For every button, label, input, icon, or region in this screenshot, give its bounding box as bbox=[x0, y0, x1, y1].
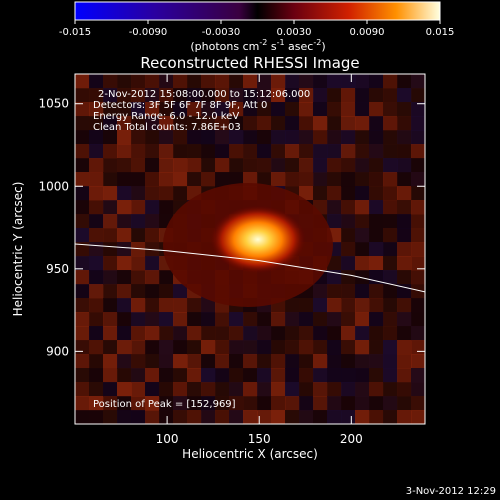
flare-source bbox=[209, 205, 306, 274]
axis-ticks: 100 150 200 900 950 1000 1050 bbox=[38, 74, 425, 446]
peak-position-label: Position of Peak = [152,969] bbox=[93, 399, 236, 410]
chart-title: Reconstructed RHESSI Image bbox=[140, 54, 359, 72]
annotation-detectors: Detectors: 3F 5F 6F 7F 8F 9F, Att 0 bbox=[93, 100, 267, 111]
colorbar-ticks: -0.015 -0.0090 -0.0030 0.0030 0.0090 0.015 bbox=[59, 20, 454, 38]
annotation-energy: Energy Range: 6.0 - 12.0 keV bbox=[93, 111, 239, 122]
y-tick-label: 950 bbox=[46, 262, 69, 276]
footer-date: 3-Nov-2012 12:29 bbox=[406, 486, 496, 497]
y-tick-label: 900 bbox=[46, 344, 69, 358]
solar-limb bbox=[75, 243, 425, 293]
y-tick-label: 1050 bbox=[38, 97, 69, 111]
x-tick-label: 100 bbox=[156, 432, 179, 446]
image-area bbox=[75, 74, 425, 424]
plot-frame bbox=[74, 73, 426, 425]
colorbar-tick-label: -0.0090 bbox=[129, 27, 168, 38]
x-axis-label: Heliocentric X (arcsec) bbox=[182, 447, 318, 461]
colorbar-tick-label: -0.015 bbox=[59, 27, 91, 38]
annotation-clean: Clean Total counts: 7.86E+03 bbox=[93, 122, 241, 133]
x-tick-label: 200 bbox=[340, 432, 363, 446]
x-tick-label: 150 bbox=[248, 432, 271, 446]
colorbar-tick-label: 0.0030 bbox=[277, 27, 312, 38]
colorbar-units-label: (photons cm-2 s-1 asec-2) bbox=[190, 38, 325, 53]
annotation-time: 2-Nov-2012 15:08:00.000 to 15:12:06.000 bbox=[98, 89, 310, 100]
colorbar-tick-label: 0.0090 bbox=[350, 27, 385, 38]
colorbar-tick-label: 0.015 bbox=[426, 27, 455, 38]
y-axis-label: Heliocentric Y (arcsec) bbox=[11, 182, 25, 317]
colorbar-tick-label: -0.0030 bbox=[202, 27, 241, 38]
colorbar bbox=[74, 1, 441, 21]
annotation-block: 2-Nov-2012 15:08:00.000 to 15:12:06.000 … bbox=[93, 89, 310, 133]
y-tick-label: 1000 bbox=[38, 179, 69, 193]
